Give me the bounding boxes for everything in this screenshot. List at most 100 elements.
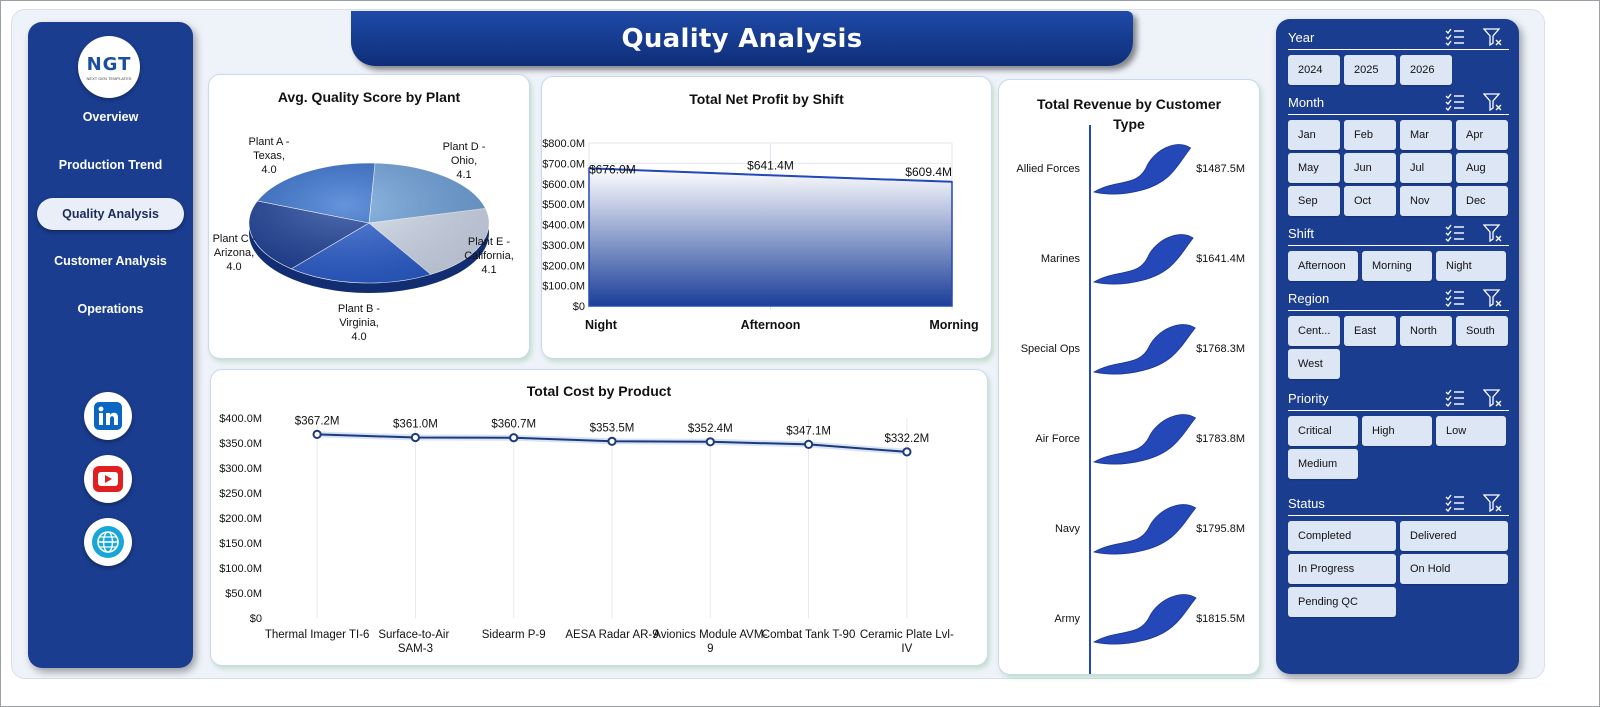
y-tick-label: $400.0M [542,220,585,232]
y-tick-label: $0 [573,301,585,313]
slicer-item[interactable]: Jun [1344,153,1396,183]
x-tick-label: Thermal Imager TI-6 [265,629,370,641]
slicer-item[interactable]: Sep [1288,186,1340,216]
y-tick-label: $150.0M [219,538,262,550]
slicer-item[interactable]: 2025 [1344,55,1396,85]
slicer-item[interactable]: Jan [1288,120,1340,150]
y-tick-label: $50.0M [225,588,262,600]
clear-filter-icon[interactable] [1483,289,1503,307]
cost-point [410,432,420,443]
linkedin-button[interactable] [84,392,132,440]
quality-chart-title: Avg. Quality Score by Plant [277,89,461,105]
pie-data-label: Plant A -Texas, 4.0 [249,136,290,176]
x-tick-label: Sidearm P-9 [482,629,546,641]
cost-point [607,436,617,446]
x-tick-label: Surface-to-Air SAM-3 [378,629,452,655]
slicer-item[interactable]: East [1344,316,1396,346]
slicer-item[interactable]: 2026 [1400,55,1452,85]
nav-item-label: Operations [77,302,144,316]
multi-select-icon[interactable] [1445,28,1465,46]
y-tick-label: $400.0M [219,413,262,425]
nav-item-label: Customer Analysis [54,254,167,268]
x-tick-label: Afternoon [741,318,801,332]
multi-select-icon[interactable] [1445,289,1465,307]
profit-area-chart: $0 $100.0M $200.0M $300.0M $400.0M $500.0M $60… [542,138,978,332]
multi-select-icon[interactable] [1445,224,1465,242]
y-tick-label: $200.0M [542,260,585,272]
clear-filter-icon[interactable] [1483,494,1503,512]
slicer-item[interactable]: Medium [1288,449,1358,479]
linkedin-icon [94,402,122,430]
x-tick-label: Avionics Module AVM-9 [653,629,767,655]
clear-filter-icon[interactable] [1483,224,1503,242]
slicer-item[interactable]: Aug [1456,153,1508,183]
slicer-item[interactable]: Critical [1288,416,1358,446]
pie-data-label: Plant B -Virginia, 4.0 [338,303,381,343]
slicer-item[interactable]: High [1362,416,1432,446]
y-tick-label: $500.0M [542,199,585,211]
slicer-item[interactable]: Dec [1456,186,1508,216]
y-tick-label: $300.0M [542,240,585,252]
slicer-item[interactable]: May [1288,153,1340,183]
multi-select-icon[interactable] [1445,93,1465,111]
x-tick-label: AESA Radar AR-9 [565,629,658,641]
nav-item-customer-analysis[interactable]: Customer Analysis [37,245,184,277]
globe-icon [92,526,124,558]
y-tick-label: $700.0M [542,158,585,170]
slicer-item[interactable]: Apr [1456,120,1508,150]
slicer-item[interactable]: Mar [1400,120,1452,150]
nav-item-label: Overview [82,110,139,124]
cost-point [804,439,814,450]
slicer-item[interactable]: Afternoon [1288,251,1358,281]
nav-item-overview[interactable]: Overview [37,101,184,133]
slicer-item[interactable]: Morning [1362,251,1432,281]
slicer-item[interactable]: On Hold [1400,554,1508,584]
slicer-item[interactable]: North [1400,316,1452,346]
slicer-item[interactable]: South [1456,316,1508,346]
slicer-item[interactable]: Oct [1344,186,1396,216]
cost-data-label: $361.0M [393,419,438,431]
slicer-item[interactable]: In Progress [1288,554,1396,584]
slicer-item[interactable]: Jul [1400,153,1452,183]
revenue-category-label: Air Force [1035,433,1080,445]
slicer-item[interactable]: Delivered [1400,521,1508,551]
nav-item-quality-analysis[interactable]: Quality Analysis [37,198,184,230]
revenue-chart-title: Total Revenue by Customer Type [1036,96,1222,132]
cost-data-label: $352.4M [688,423,733,435]
multi-select-icon[interactable] [1445,494,1465,512]
profit-chart-title: Total Net Profit by Shift [689,91,844,107]
clear-filter-icon[interactable] [1483,28,1503,46]
slicer-item[interactable]: Low [1436,416,1506,446]
slicer-title: Status [1288,496,1325,511]
slicer-item[interactable]: Completed [1288,521,1396,551]
slicer-item[interactable]: Nov [1400,186,1452,216]
quality-score-card: Avg. Quality Score by Plant Plant D -Ohi… [208,74,530,359]
clear-filter-icon[interactable] [1483,389,1503,407]
slicer-item[interactable]: Feb [1344,120,1396,150]
youtube-button[interactable] [84,455,132,503]
revenue-bar [1092,504,1197,555]
website-button[interactable] [84,518,132,566]
slicer-item[interactable]: Cent... [1288,316,1340,346]
revenue-bar [1092,234,1194,285]
revenue-bar [1092,414,1197,465]
x-tick-label: Ceramic Plate Lvl-IV [860,629,954,655]
youtube-icon [93,466,123,492]
revenue-category-label: Allied Forces [1016,163,1080,175]
slicer-item[interactable]: Pending QC [1288,587,1396,617]
slicer-title: Month [1288,95,1325,110]
multi-select-icon[interactable] [1445,389,1465,407]
total-cost-card: Total Cost by Product $0 $50.0M $100.0M $15… [210,369,988,666]
slicer-item[interactable]: West [1288,349,1340,379]
slicer-year: Year 2024 2025 2026 [1288,26,1509,85]
cost-point [312,429,322,440]
slicer-title: Region [1288,291,1330,306]
slicer-item[interactable]: 2024 [1288,55,1340,85]
nav-item-production-trend[interactable]: Production Trend [37,149,184,181]
revenue-category-label: Special Ops [1021,343,1081,355]
slicer-item[interactable]: Night [1436,251,1506,281]
revenue-data-label: $1768.3M [1196,343,1245,355]
nav-item-operations[interactable]: Operations [37,293,184,325]
clear-filter-icon[interactable] [1483,93,1503,111]
slicer-status: Status Completed Delivered In Progress On Ho… [1288,492,1509,617]
